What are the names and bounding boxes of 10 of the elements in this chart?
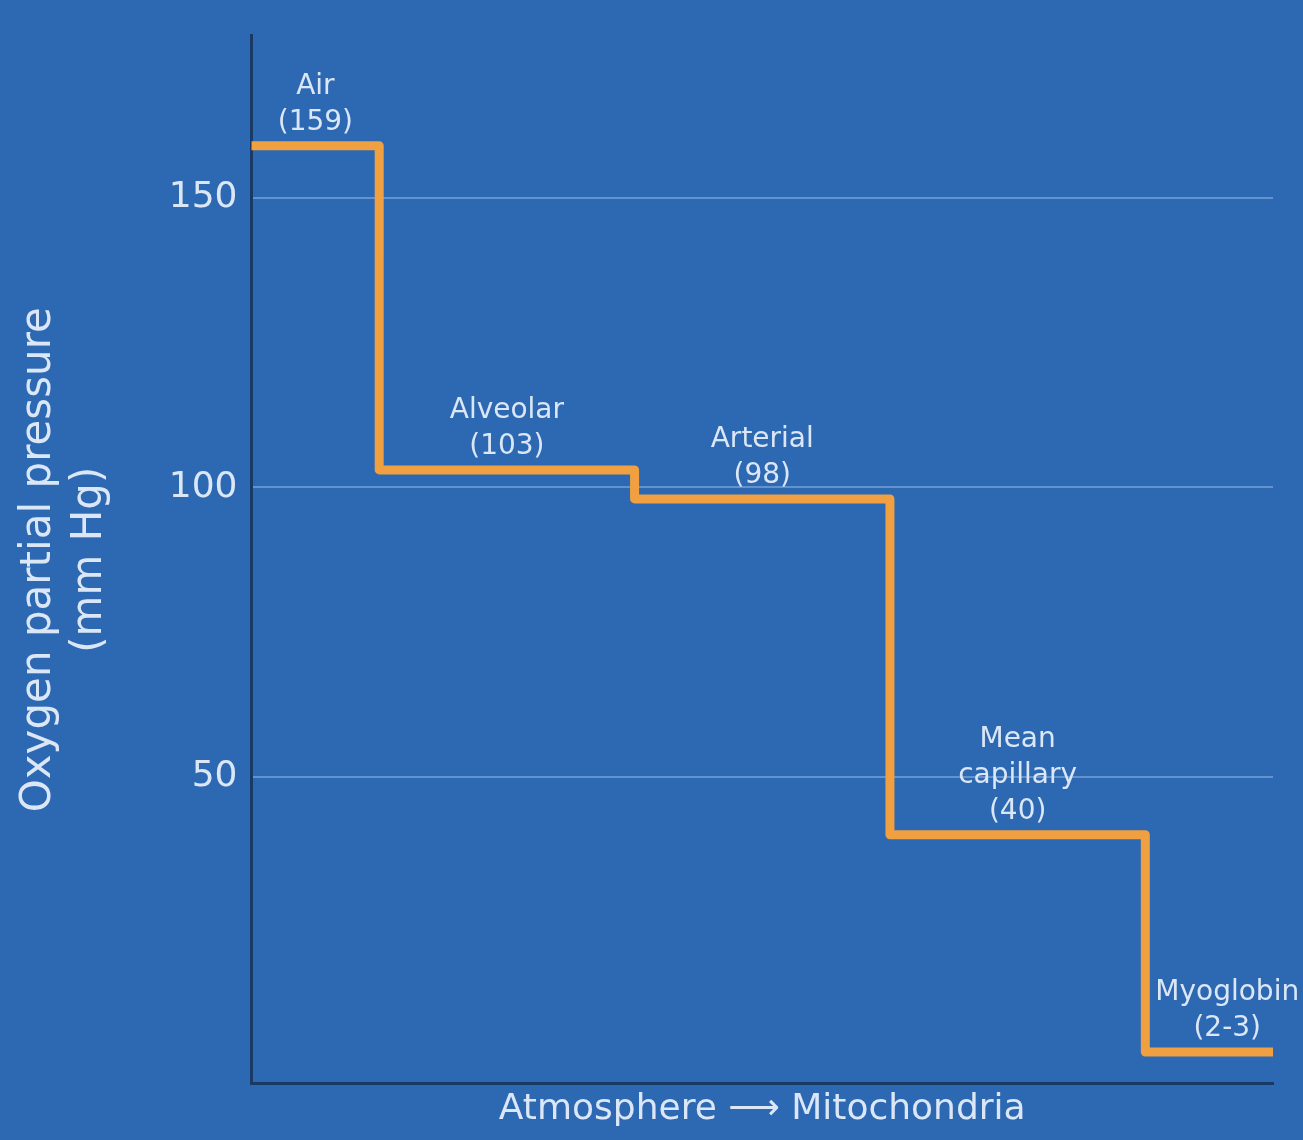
y-tick-label: 150 [168,174,238,216]
y-axis-title: Oxygen partial pressure (mm Hg) [11,307,111,813]
data-label: Arterial (98) [710,420,814,490]
data-label: Mean capillary (40) [958,720,1078,826]
data-label: Air (159) [277,67,353,137]
x-axis-title: Atmosphere ⟶ Mitochondria [498,1085,1026,1127]
data-label: Alveolar (103) [449,391,565,461]
data-label: Myoglobin (2-3) [1155,973,1300,1043]
y-tick-label: 100 [168,463,238,505]
y-tick-label: 50 [191,753,238,795]
